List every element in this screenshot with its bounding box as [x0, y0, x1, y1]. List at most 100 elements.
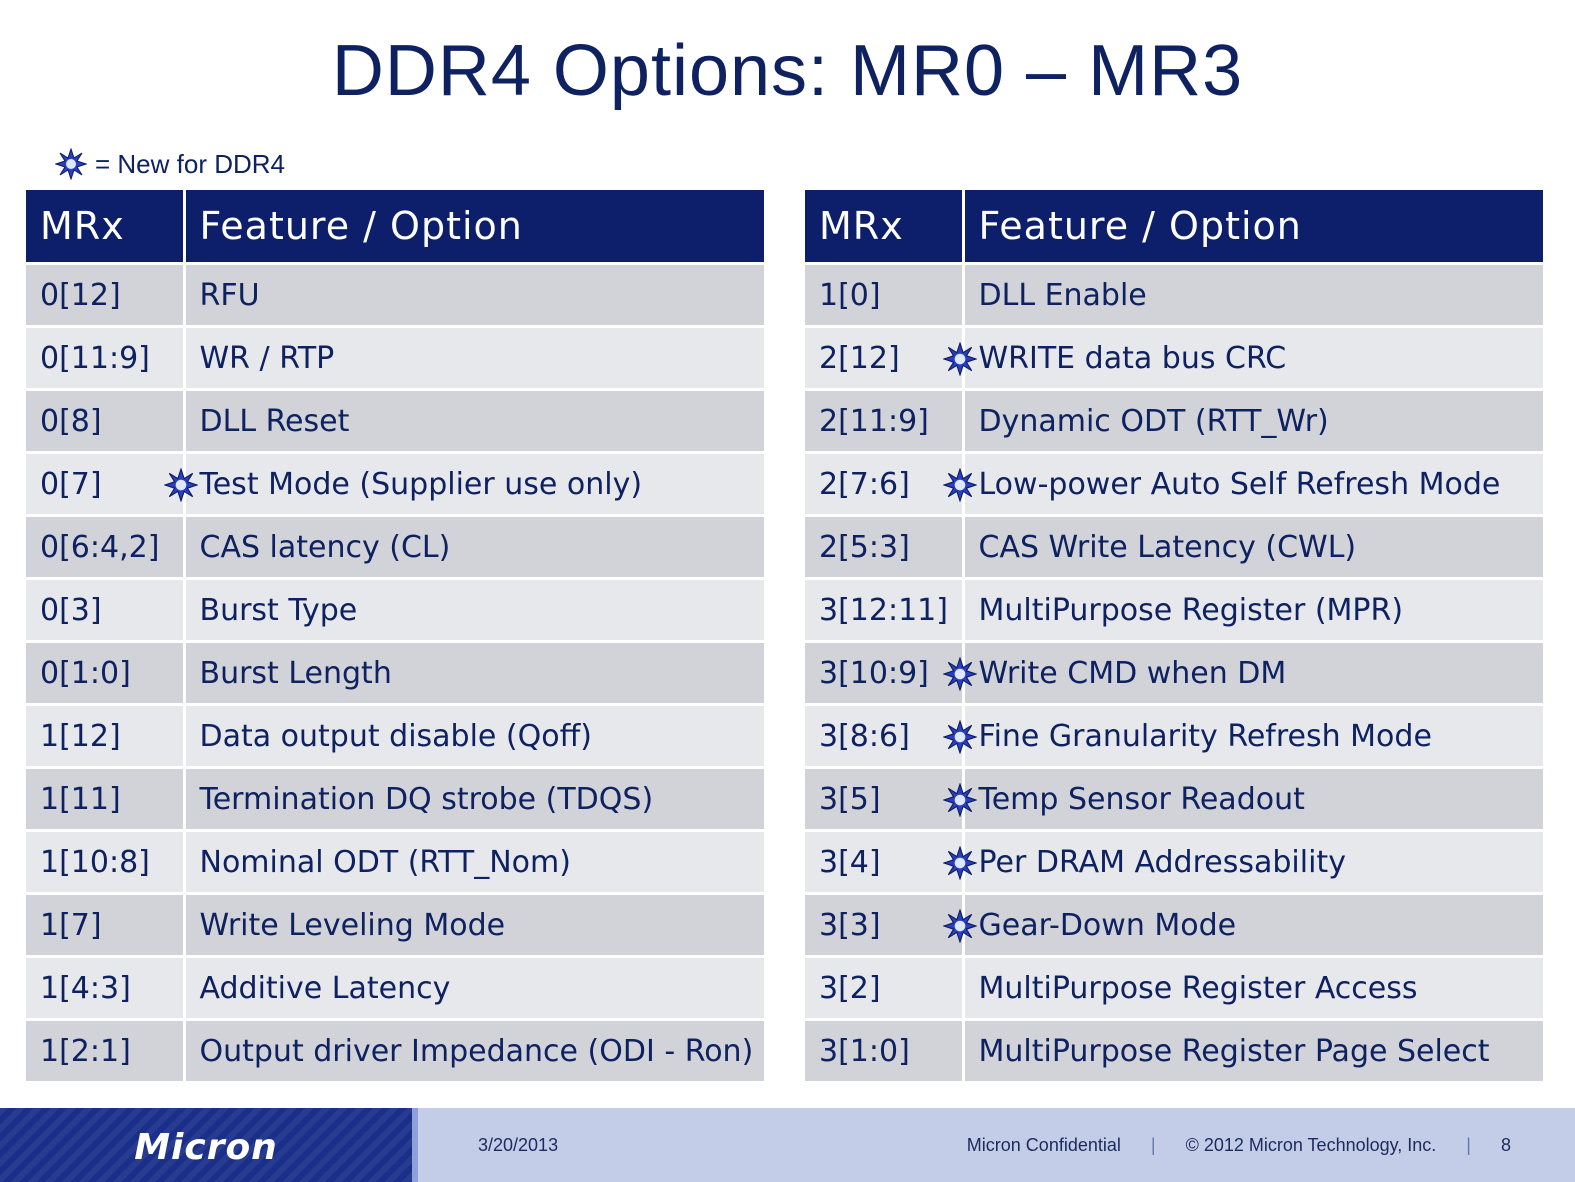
table-row: 0[3] Burst Type: [26, 577, 764, 642]
footer-date: 3/20/2013: [478, 1134, 559, 1155]
feature-label: Fine Granularity Refresh Mode: [978, 718, 1432, 754]
feature-cell: MultiPurpose Register (MPR): [963, 577, 1543, 642]
feature-cell: Termination DQ strobe (TDQS): [184, 766, 764, 831]
feature-cell: Additive Latency: [184, 955, 764, 1020]
feature-label: Dynamic ODT (RTT_Wr): [978, 403, 1329, 439]
feature-label: Burst Type: [199, 592, 358, 628]
column-header-mrx: MRx: [805, 190, 965, 264]
feature-cell: Write Leveling Mode: [184, 892, 764, 957]
feature-label: Output driver Impedance (ODI - Ron): [199, 1033, 754, 1069]
mrx-cell: 3[10:9]: [805, 640, 965, 705]
feature-cell: Write CMD when DM: [941, 640, 1543, 705]
page-number: 8: [1500, 1134, 1511, 1155]
table-row: 3[1:0] MultiPurpose Register Page Select: [805, 1018, 1543, 1081]
new-star-icon: [941, 719, 978, 755]
feature-label: RFU: [199, 277, 260, 313]
table-row: 1[10:8] Nominal ODT (RTT_Nom): [26, 829, 764, 894]
legend-text: = New for DDR4: [95, 148, 285, 179]
column-header-feature: Feature / Option: [184, 190, 764, 264]
footer-divider: |: [1150, 1134, 1156, 1155]
mrx-cell: 0[8]: [26, 388, 186, 453]
feature-label: Write CMD when DM: [978, 655, 1287, 691]
feature-cell: DLL Reset: [184, 388, 764, 453]
mrx-cell: 1[11]: [26, 766, 186, 831]
table-row: 1[2:1] Output driver Impedance (ODI - Ron…: [26, 1018, 764, 1081]
feature-cell: Data output disable (Qoff): [184, 703, 764, 768]
micron-logo: Micron: [134, 1126, 278, 1168]
feature-label: Gear-Down Mode: [978, 907, 1237, 943]
feature-label: WRITE data bus CRC: [978, 340, 1287, 376]
table-row: 1[11] Termination DQ strobe (TDQS): [26, 766, 764, 831]
feature-cell: Output driver Impedance (ODI - Ron): [184, 1018, 764, 1081]
table-row: 2[12] WRITE data bus CRC: [805, 325, 1543, 390]
feature-cell: Dynamic ODT (RTT_Wr): [963, 388, 1543, 453]
feature-label: MultiPurpose Register (MPR): [978, 592, 1404, 628]
column-header-feature: Feature / Option: [963, 190, 1543, 264]
feature-cell: WRITE data bus CRC: [941, 325, 1543, 390]
feature-label: CAS Write Latency (CWL): [978, 529, 1357, 565]
mrx-cell: 1[0]: [805, 262, 965, 327]
column-header-mrx: MRx: [26, 190, 186, 264]
feature-cell: Nominal ODT (RTT_Nom): [184, 829, 764, 894]
feature-cell: Test Mode (Supplier use only): [162, 451, 764, 516]
mrx-cell: 2[11:9]: [805, 388, 965, 453]
mrx-cell: 1[4:3]: [26, 955, 186, 1020]
feature-label: Low-power Auto Self Refresh Mode: [978, 466, 1501, 502]
confidential-label: Micron Confidential: [966, 1134, 1121, 1155]
feature-cell: CAS latency (CL): [184, 514, 764, 579]
new-star-icon: [941, 656, 978, 692]
table-row: 3[10:9] Write CMD when DM: [805, 640, 1543, 705]
mrx-cell: 0[6:4,2]: [26, 514, 186, 579]
mrx-cell: 2[12]: [805, 325, 965, 390]
new-star-icon: [941, 908, 978, 944]
legend: = New for DDR4: [55, 148, 297, 180]
feature-label: DLL Enable: [978, 277, 1147, 313]
feature-label: DLL Reset: [199, 403, 350, 439]
new-star-icon: [941, 845, 978, 881]
feature-cell: CAS Write Latency (CWL): [963, 514, 1543, 579]
mrx-cell: 0[11:9]: [26, 325, 186, 390]
mrx-cell: 0[7]: [26, 451, 186, 516]
mrx-cell: 1[10:8]: [26, 829, 186, 894]
feature-cell: Fine Granularity Refresh Mode: [941, 703, 1543, 768]
table-row: 2[5:3] CAS Write Latency (CWL): [805, 514, 1543, 579]
mrx-cell: 3[12:11]: [805, 577, 965, 642]
mrx-cell: 0[3]: [26, 577, 186, 642]
mrx-cell: 1[2:1]: [26, 1018, 186, 1081]
feature-label: Termination DQ strobe (TDQS): [199, 781, 654, 817]
feature-label: Burst Length: [199, 655, 392, 691]
table-row: 0[12] RFU: [26, 262, 764, 327]
table-row: 3[5] Temp Sensor Readout: [805, 766, 1543, 831]
feature-cell: Burst Type: [184, 577, 764, 642]
mrx-cell: 0[12]: [26, 262, 186, 327]
left-register-table: MRx Feature / Option 0[12] RFU 0[11:9] WR /…: [26, 190, 764, 1081]
feature-cell: Low-power Auto Self Refresh Mode: [941, 451, 1543, 516]
new-star-icon: [162, 467, 199, 503]
copyright-label: © 2012 Micron Technology, Inc.: [1185, 1134, 1437, 1155]
feature-label: WR / RTP: [199, 340, 335, 376]
mrx-cell: 3[8:6]: [805, 703, 965, 768]
footer-divider: |: [1466, 1134, 1471, 1155]
table-row: 0[1:0] Burst Length: [26, 640, 764, 705]
feature-label: Test Mode (Supplier use only): [199, 466, 643, 502]
mrx-cell: 1[12]: [26, 703, 186, 768]
new-star-icon: [55, 148, 87, 180]
feature-cell: Burst Length: [184, 640, 764, 705]
feature-label: Temp Sensor Readout: [978, 781, 1305, 817]
feature-label: Nominal ODT (RTT_Nom): [199, 844, 571, 880]
table-row: 3[2] MultiPurpose Register Access: [805, 955, 1543, 1020]
feature-cell: Per DRAM Addressability: [941, 829, 1543, 894]
feature-cell: DLL Enable: [963, 262, 1543, 327]
feature-label: Per DRAM Addressability: [978, 844, 1346, 880]
table-row: 1[4:3] Additive Latency: [26, 955, 764, 1020]
table-row: 3[4] Per DRAM Addressability: [805, 829, 1543, 894]
table-row: 3[3] Gear-Down Mode: [805, 892, 1543, 957]
new-star-icon: [941, 341, 978, 377]
feature-label: CAS latency (CL): [199, 529, 451, 565]
feature-label: Write Leveling Mode: [199, 907, 506, 943]
mrx-cell: 2[7:6]: [805, 451, 965, 516]
mrx-cell: 1[7]: [26, 892, 186, 957]
table-row: 0[11:9] WR / RTP: [26, 325, 764, 390]
table-row: 3[12:11] MultiPurpose Register (MPR): [805, 577, 1543, 642]
feature-cell: MultiPurpose Register Page Select: [963, 1018, 1543, 1081]
